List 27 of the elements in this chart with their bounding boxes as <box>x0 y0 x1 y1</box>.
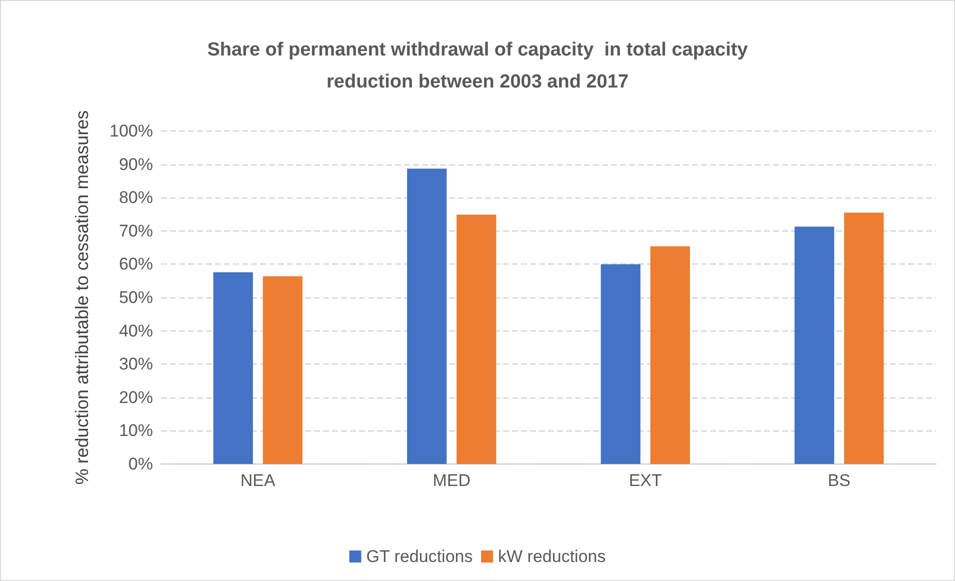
chart-title: Share of permanent withdrawal of capacity in total capacity reduction between 2003 and 2017 <box>207 40 748 92</box>
legend-label: kW reductions <box>498 547 606 566</box>
bar <box>600 264 640 464</box>
bar <box>650 246 690 464</box>
y-tick-label: 50% <box>118 288 153 307</box>
y-tick-label: 60% <box>118 254 153 274</box>
legend-label: GT reductions <box>366 547 473 566</box>
y-tick-label: 80% <box>118 188 153 208</box>
x-tick-label: MED <box>432 471 471 490</box>
y-tick-label: 40% <box>118 321 153 340</box>
y-tick-label: 20% <box>118 388 153 407</box>
y-tick-label: 70% <box>118 221 153 240</box>
bar <box>262 276 302 464</box>
x-tick-label: NEA <box>240 471 276 490</box>
bar <box>456 214 496 464</box>
y-tick-label: 0% <box>128 454 153 474</box>
x-tick-label: BS <box>828 471 850 490</box>
x-tick-label: EXT <box>628 471 662 490</box>
y-axis-title: % reduction attributable to cessation measures <box>72 110 92 485</box>
y-tick-label: 90% <box>118 154 153 174</box>
bar <box>407 168 447 464</box>
bar <box>213 272 253 464</box>
y-tick-label: 100% <box>110 122 153 140</box>
y-tick-label: 30% <box>118 354 153 374</box>
y-tick-label: 10% <box>118 421 153 440</box>
bar <box>794 226 834 464</box>
bar <box>844 212 884 464</box>
